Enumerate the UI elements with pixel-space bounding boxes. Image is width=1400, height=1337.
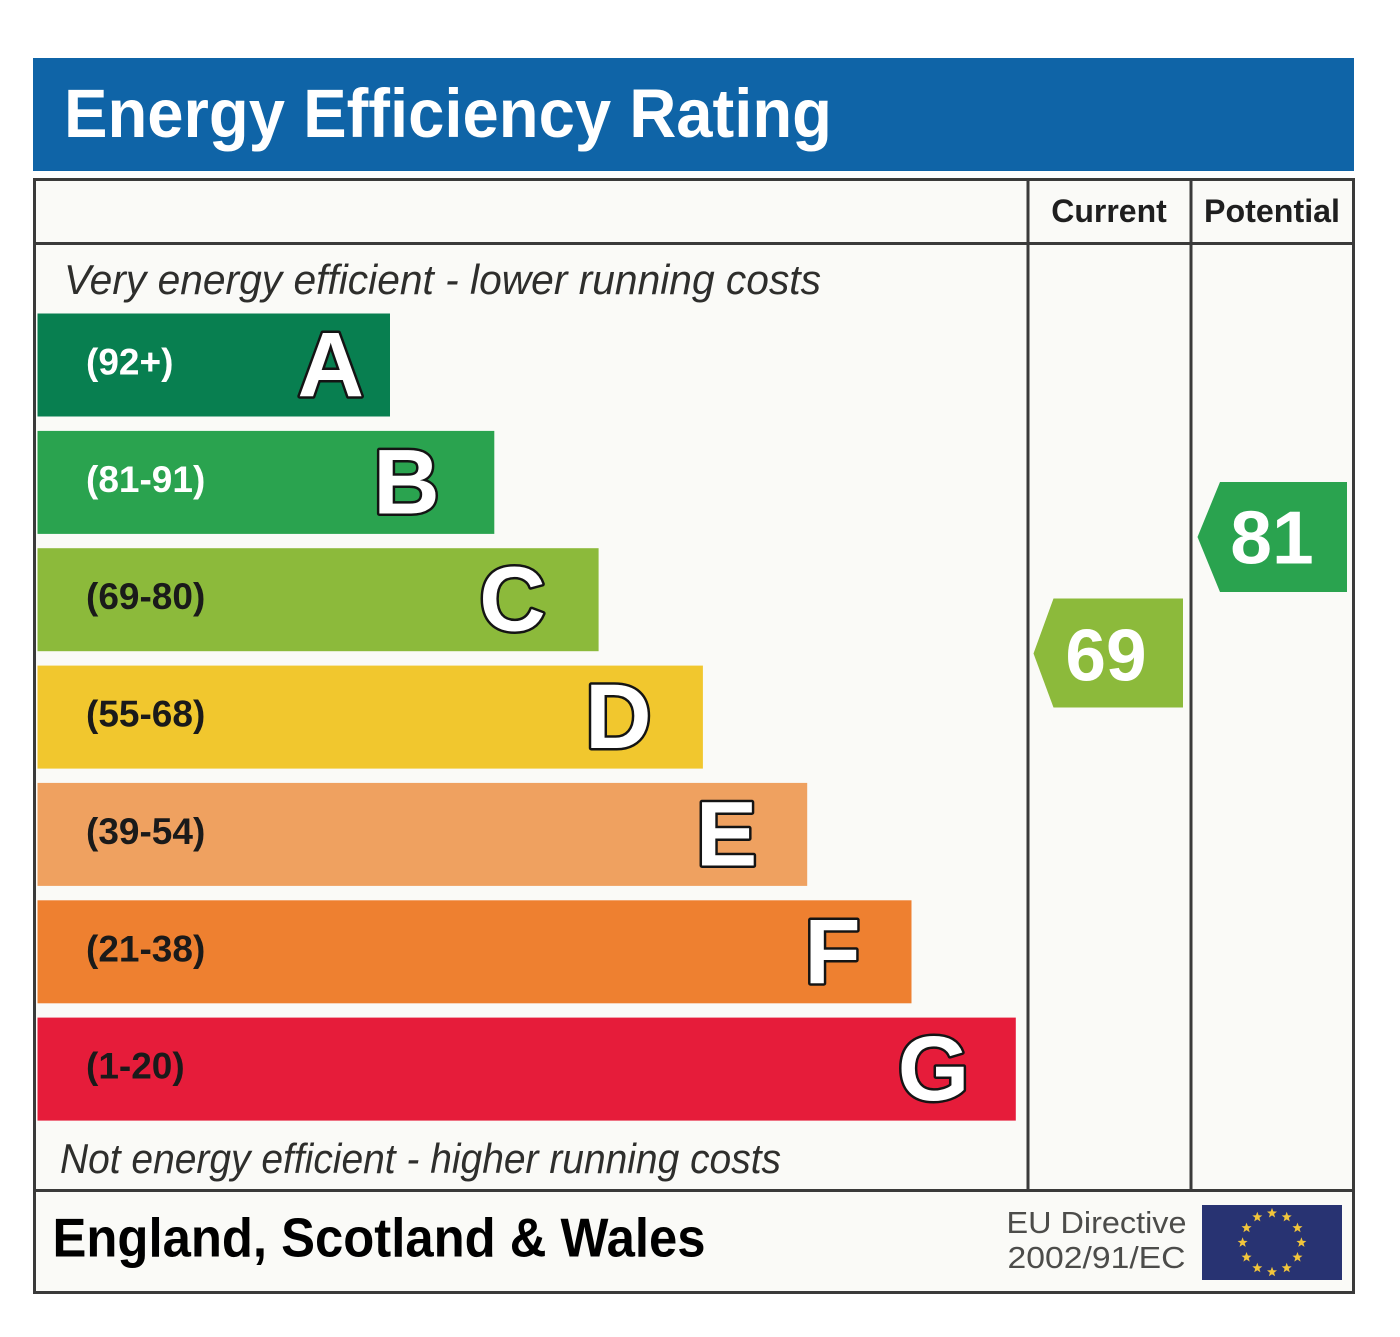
svg-text:F: F <box>804 901 860 1003</box>
svg-text:Not energy efficient - higher: Not energy efficient - higher running co… <box>60 1135 781 1182</box>
svg-text:(39-54): (39-54) <box>86 811 205 852</box>
svg-text:Energy Efficiency Rating: Energy Efficiency Rating <box>64 75 832 152</box>
svg-text:Current: Current <box>1051 193 1167 229</box>
svg-text:C: C <box>479 549 545 651</box>
svg-text:(21-38): (21-38) <box>86 928 205 969</box>
svg-text:E: E <box>696 783 757 885</box>
svg-text:(69-80): (69-80) <box>86 576 205 617</box>
svg-text:A: A <box>297 314 363 416</box>
svg-text:England, Scotland & Wales: England, Scotland & Wales <box>53 1207 706 1269</box>
svg-text:B: B <box>373 431 439 533</box>
svg-text:EU Directive: EU Directive <box>1007 1205 1187 1240</box>
svg-text:69: 69 <box>1065 616 1146 697</box>
svg-text:(81-91): (81-91) <box>86 459 205 500</box>
svg-text:Potential: Potential <box>1204 193 1340 229</box>
svg-text:G: G <box>898 1018 970 1120</box>
svg-text:2002/91/EC: 2002/91/EC <box>1008 1240 1186 1275</box>
svg-text:(1-20): (1-20) <box>86 1046 185 1087</box>
svg-text:(55-68): (55-68) <box>86 694 205 735</box>
svg-text:Very energy efficient - lower: Very energy efficient - lower running co… <box>64 256 821 303</box>
svg-text:D: D <box>585 666 651 768</box>
svg-text:(92+): (92+) <box>86 342 173 383</box>
svg-text:81: 81 <box>1230 496 1313 580</box>
